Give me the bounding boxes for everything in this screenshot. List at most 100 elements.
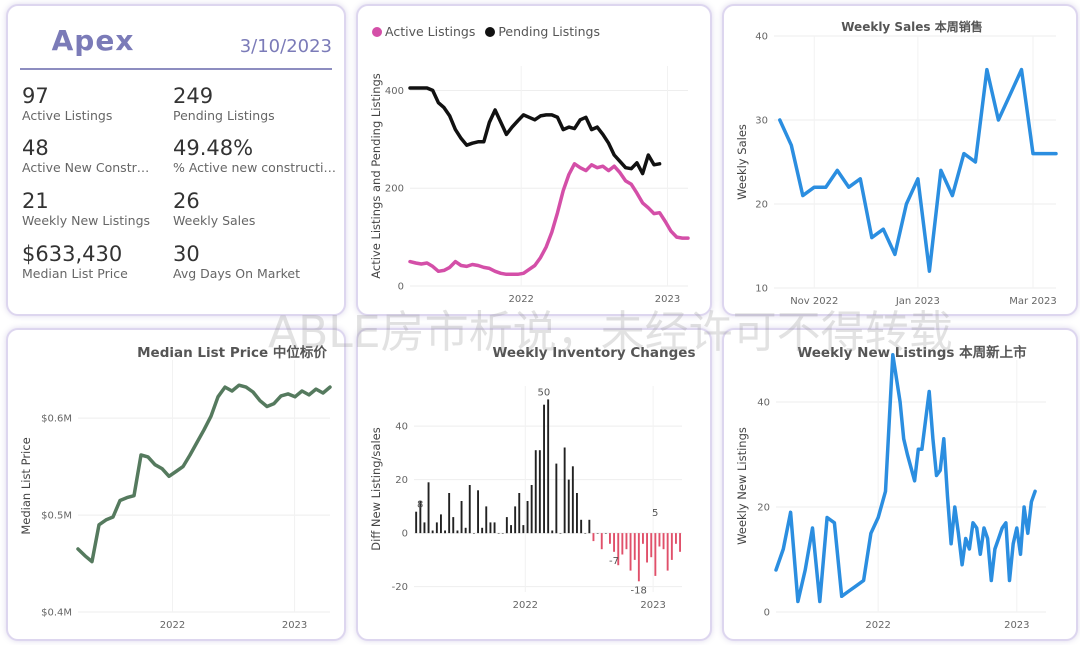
bar bbox=[468, 485, 471, 534]
chart-title: Median List Price 中位标价 bbox=[137, 344, 327, 361]
kpi-divider bbox=[20, 68, 332, 70]
y-tick-label: 40 bbox=[757, 398, 770, 409]
kpi-active-listings: 97 Active Listings bbox=[22, 84, 113, 123]
bar bbox=[551, 530, 554, 534]
bar bbox=[617, 533, 620, 566]
x-tick-label: 2023 bbox=[655, 294, 680, 305]
kpi-weekly-sales: 26 Weekly Sales bbox=[173, 189, 256, 228]
bar bbox=[571, 466, 574, 534]
y-tick-label: $0.4M bbox=[41, 608, 72, 619]
bar bbox=[518, 493, 521, 534]
y-tick-label: -20 bbox=[392, 582, 408, 593]
y-axis-label: Active Listings and Pending Listings bbox=[369, 73, 383, 279]
y-tick-label: 0 bbox=[398, 282, 404, 293]
y-axis-label: Weekly Sales bbox=[735, 124, 749, 200]
bar bbox=[477, 490, 479, 534]
x-tick-label: 2023 bbox=[640, 600, 665, 611]
series-line-0 bbox=[408, 162, 690, 277]
kpi-avg-days-on-market: 30 Avg Days On Market bbox=[173, 242, 300, 281]
new-listings-chart-panel: Weekly New Listings 本周新上市 0 20 40 2022 2023 We… bbox=[722, 328, 1078, 641]
data-label: 8 bbox=[417, 500, 423, 511]
bar bbox=[448, 493, 451, 534]
y-tick-label: 20 bbox=[757, 503, 770, 514]
bar bbox=[419, 501, 422, 534]
y-tick-label: 400 bbox=[385, 86, 404, 97]
bar bbox=[584, 533, 587, 534]
legend-item-active[interactable]: Active Listings bbox=[372, 24, 475, 39]
bar bbox=[555, 463, 558, 534]
bar bbox=[493, 522, 496, 534]
bar bbox=[456, 530, 459, 534]
bar bbox=[675, 533, 677, 544]
y-tick-label: 40 bbox=[395, 422, 408, 433]
bar bbox=[526, 501, 529, 534]
bar bbox=[460, 501, 463, 534]
bar bbox=[481, 527, 484, 534]
bar bbox=[514, 506, 517, 534]
chart-title: Weekly New Listings 本周新上市 bbox=[797, 344, 1027, 361]
series-line-0 bbox=[774, 353, 1037, 604]
kpi-weekly-new-listings: 21 Weekly New Listings bbox=[22, 189, 151, 228]
bar bbox=[650, 533, 653, 558]
bar bbox=[415, 511, 418, 534]
bar bbox=[452, 517, 455, 534]
bar bbox=[625, 533, 628, 550]
legend-item-pending[interactable]: Pending Listings bbox=[485, 24, 600, 39]
bar bbox=[485, 506, 488, 534]
bar bbox=[646, 533, 648, 563]
bar bbox=[431, 530, 434, 534]
x-tick-label: Mar 2023 bbox=[1009, 296, 1057, 307]
bar bbox=[423, 522, 426, 534]
inventory-chart: Weekly Inventory Changes -20 0 20 40 2022 2023… bbox=[369, 345, 696, 611]
kpi-pending-listings: 249 Pending Listings bbox=[173, 84, 275, 123]
x-tick-label: 2022 bbox=[508, 294, 533, 305]
listings-chart: 0 200 400 2022 2023 Active Listings and Pendi… bbox=[369, 66, 690, 305]
y-tick-label: $0.6M bbox=[41, 414, 72, 425]
y-tick-label: 0 bbox=[402, 529, 408, 540]
weekly-sales-chart-panel: Weekly Sales 本周销售 10 20 30 40 Nov 2022 Jan 202… bbox=[722, 4, 1078, 316]
data-label: -18 bbox=[631, 585, 647, 596]
bar bbox=[592, 533, 595, 542]
bar bbox=[642, 533, 644, 544]
chart-title: Weekly Sales 本周销售 bbox=[841, 19, 983, 34]
x-tick-label: 2022 bbox=[160, 620, 185, 631]
kpi-median-list-price: $633,430 Median List Price bbox=[22, 242, 128, 281]
bar bbox=[473, 533, 475, 534]
bar bbox=[588, 519, 591, 534]
bar bbox=[621, 533, 624, 555]
bar bbox=[489, 522, 492, 534]
bar bbox=[444, 530, 446, 534]
x-tick-label: 2023 bbox=[1004, 620, 1029, 631]
x-tick-label: Nov 2022 bbox=[790, 296, 838, 307]
data-label: 50 bbox=[538, 387, 551, 398]
kpi-pct-active-new-construction: 49.48%% Active new constructions bbox=[173, 136, 343, 175]
bar bbox=[440, 514, 442, 534]
bar bbox=[543, 404, 545, 534]
bar bbox=[604, 533, 607, 534]
bar bbox=[530, 485, 533, 534]
bar bbox=[510, 525, 512, 534]
bar bbox=[609, 533, 611, 544]
inventory-chart-panel: Weekly Inventory Changes -20 0 20 40 2022 2023… bbox=[356, 328, 712, 641]
median-price-chart-panel: Median List Price 中位标价 $0.4M $0.5M $0.6M 202… bbox=[6, 328, 346, 641]
bar bbox=[600, 533, 603, 550]
listings-chart-panel: Active Listings Pending Listings 0 200 400… bbox=[356, 4, 712, 316]
bar bbox=[596, 533, 599, 534]
bar bbox=[576, 493, 578, 534]
chart-title: Weekly Inventory Changes bbox=[492, 345, 695, 361]
bar bbox=[666, 533, 669, 571]
bar bbox=[679, 533, 681, 552]
bar bbox=[633, 533, 636, 560]
bar bbox=[563, 447, 566, 534]
y-axis-label: Diff New Listing/sales bbox=[369, 427, 383, 550]
bar bbox=[501, 533, 504, 534]
bar bbox=[538, 450, 541, 534]
bar bbox=[629, 533, 632, 571]
y-tick-label: 30 bbox=[755, 116, 768, 127]
weekly-sales-chart: Weekly Sales 本周销售 10 20 30 40 Nov 2022 Jan 202… bbox=[735, 19, 1058, 307]
series-line-0 bbox=[778, 67, 1058, 273]
y-axis-label: Weekly New Listings bbox=[735, 427, 749, 545]
data-label: -7 bbox=[609, 556, 619, 567]
x-tick-label: 2022 bbox=[865, 620, 890, 631]
